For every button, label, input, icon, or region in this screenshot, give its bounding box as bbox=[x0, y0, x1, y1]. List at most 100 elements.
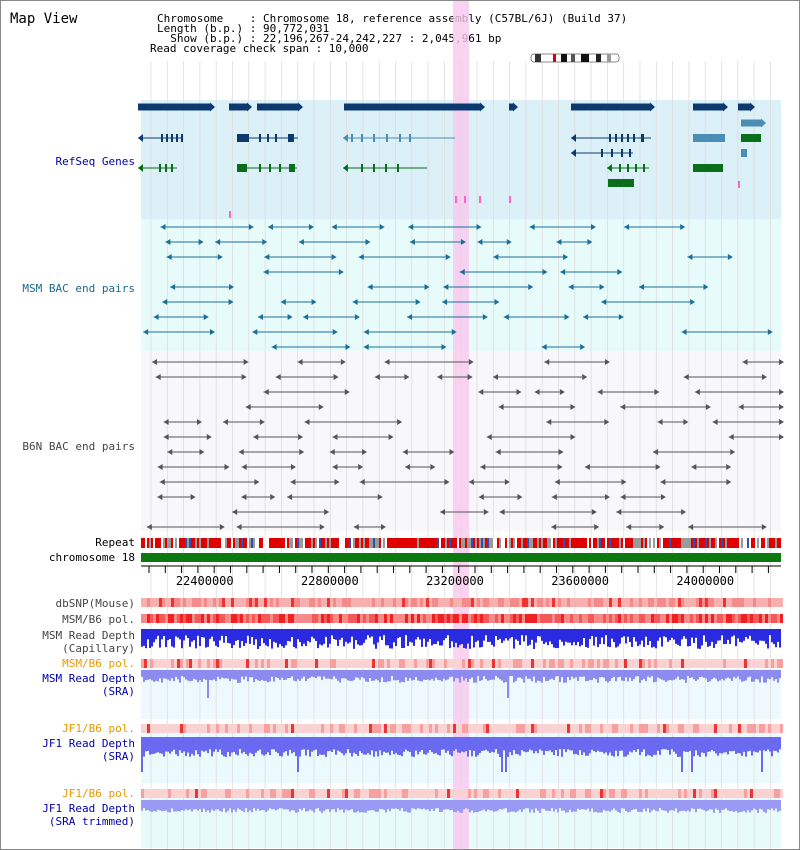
depth-jf1-sra-bar bbox=[203, 737, 205, 752]
msm-pol-cell bbox=[738, 614, 741, 623]
depth-jf1-trim-bar bbox=[311, 800, 313, 811]
depth-cap-bar bbox=[331, 629, 333, 636]
depth-jf1-sra-bar bbox=[629, 737, 631, 752]
depth-cap-bar bbox=[479, 629, 481, 648]
depth-msm-sra-bar bbox=[599, 670, 601, 678]
depth-jf1-sra-bar bbox=[541, 737, 543, 751]
jf1-pol-cell bbox=[261, 724, 264, 733]
depth-cap-bar bbox=[187, 629, 189, 639]
depth-jf1-trim-bar bbox=[533, 800, 535, 813]
msm-pol2-cell bbox=[270, 659, 273, 668]
repeat-cell bbox=[587, 538, 589, 548]
jf1-pol2-cell bbox=[417, 789, 420, 798]
repeat-cell bbox=[255, 538, 257, 548]
msm-pol2-cell bbox=[300, 659, 303, 668]
dbsnp-cell bbox=[567, 598, 570, 607]
msm-pol2-cell bbox=[762, 659, 765, 668]
repeat-cell bbox=[307, 538, 309, 548]
depth-msm-sra-bar bbox=[237, 670, 239, 683]
dbsnp-cell bbox=[582, 598, 585, 607]
jf1-pol2-cell bbox=[222, 789, 225, 798]
depth-msm-sra-bar bbox=[503, 670, 505, 683]
depth-jf1-trim-bar bbox=[239, 800, 241, 810]
msm-pol2-cell bbox=[441, 659, 444, 668]
depth-cap-bar bbox=[255, 629, 257, 640]
jf1-pol-cell bbox=[516, 724, 519, 733]
depth-msm-sra-bar bbox=[227, 670, 229, 679]
depth-msm-sra-bar bbox=[183, 670, 185, 678]
repeat-cell bbox=[241, 538, 243, 548]
jf1-pol2-cell bbox=[750, 789, 753, 798]
depth-cap-bar bbox=[583, 629, 585, 639]
depth-jf1-sra-bar bbox=[641, 737, 643, 753]
depth-jf1-trim-bar bbox=[737, 800, 739, 813]
depth-jf1-sra-bar bbox=[643, 737, 645, 750]
depth-msm-sra-bar bbox=[639, 670, 641, 683]
depth-cap-bar bbox=[561, 629, 563, 642]
depth-cap-bar bbox=[429, 629, 431, 640]
pair-end-icon bbox=[493, 254, 499, 260]
depth-cap-bar bbox=[351, 629, 353, 637]
jf1-pol-cell bbox=[447, 724, 450, 733]
msm-pol-cell bbox=[342, 614, 345, 623]
jf1-pol-cell bbox=[321, 724, 324, 733]
depth-jf1-trim-bar bbox=[161, 800, 163, 812]
repeat-cell bbox=[337, 538, 339, 548]
pair-end-icon bbox=[726, 479, 732, 485]
depth-jf1-trim-bar bbox=[365, 800, 367, 813]
msm-pol2-cell bbox=[333, 659, 336, 668]
length-info: Length (b.p.) : 90,772,031 bbox=[157, 22, 330, 35]
jf1-pol-cell bbox=[381, 724, 384, 733]
repeat-cell bbox=[219, 538, 221, 548]
depth-jf1-sra-bar bbox=[713, 737, 715, 752]
repeat-cell bbox=[535, 538, 537, 548]
repeat-cell bbox=[197, 538, 199, 548]
depth-jf1-trim-bar bbox=[515, 800, 517, 813]
depth-msm-sra-bar bbox=[651, 670, 653, 677]
repeat-cell bbox=[715, 538, 717, 548]
dbsnp-cell bbox=[432, 598, 435, 607]
jf1-pol2-cell bbox=[282, 789, 285, 798]
depth-jf1-sra-bar bbox=[729, 737, 731, 752]
msm-pol2-cell bbox=[234, 659, 237, 668]
depth-msm-sra-bar bbox=[453, 670, 455, 682]
msm-pol-cell bbox=[453, 614, 456, 623]
depth-jf1-trim-bar bbox=[429, 800, 431, 812]
msm-pol2-cell bbox=[183, 659, 186, 668]
pair-end-icon bbox=[604, 359, 610, 365]
msm-pol2-cell bbox=[471, 659, 474, 668]
depth-jf1-trim-bar bbox=[551, 800, 553, 809]
jf1-pol-cell bbox=[420, 724, 423, 733]
depth-jf1-sra-bar bbox=[581, 737, 583, 755]
jf1-pol-cell bbox=[561, 724, 564, 733]
depth-msm-sra-bar bbox=[485, 670, 487, 680]
depth-cap-bar bbox=[613, 629, 615, 643]
msm-pol2-cell bbox=[231, 659, 234, 668]
repeat-cell bbox=[193, 538, 195, 548]
dbsnp-cell bbox=[366, 598, 369, 607]
msm-pol-cell bbox=[246, 614, 249, 623]
dbsnp-cell bbox=[153, 598, 156, 607]
depth-jf1-sra-bar bbox=[607, 737, 609, 756]
msm-pol-cell bbox=[180, 614, 183, 623]
jf1-pol-cell bbox=[324, 724, 327, 733]
pair-end-icon bbox=[344, 389, 350, 395]
pair-end-icon bbox=[404, 374, 410, 380]
msm-pol-cell bbox=[150, 614, 153, 623]
depth-jf1-trim-bar bbox=[151, 800, 153, 812]
depth-jf1-trim-bar bbox=[577, 800, 579, 809]
jf1-pol-cell bbox=[459, 724, 462, 733]
jf1-pol-cell bbox=[423, 724, 426, 733]
pair-end-icon bbox=[297, 359, 303, 365]
jf1-pol2-cell bbox=[534, 789, 537, 798]
dbsnp-cell bbox=[489, 598, 492, 607]
pair-end-icon bbox=[331, 224, 337, 230]
repeat-cell bbox=[217, 538, 219, 548]
depth-cap-bar bbox=[773, 629, 775, 645]
depth-cap-bar bbox=[293, 629, 295, 647]
depth-cap-bar bbox=[349, 629, 351, 643]
depth-cap-bar bbox=[175, 629, 177, 637]
depth-cap-bar bbox=[185, 629, 187, 636]
depth-jf1-sra-bar bbox=[191, 737, 193, 754]
